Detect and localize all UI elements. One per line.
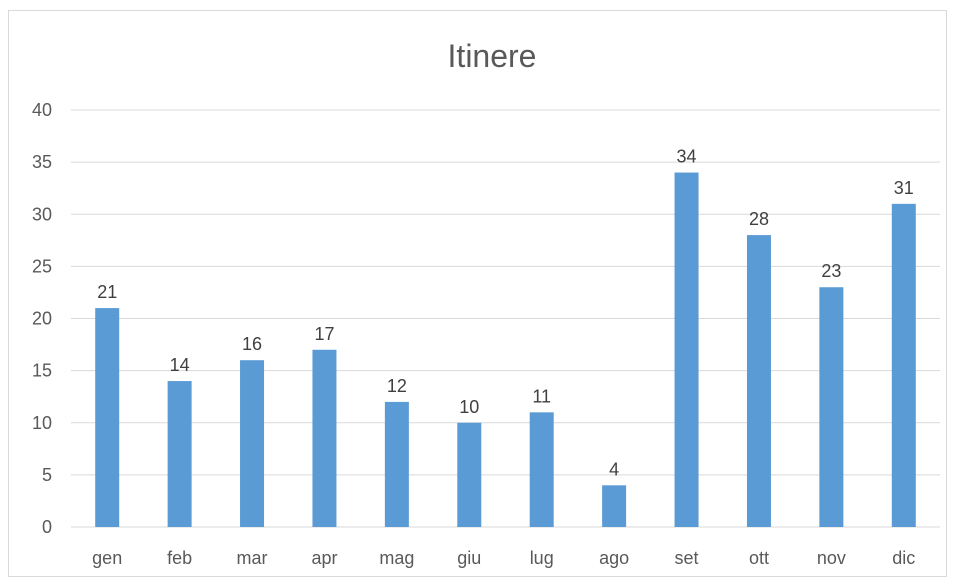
gridlines <box>71 109 940 528</box>
data-labels: 21 14 16 17 12 10 11 4 34 28 23 31 <box>97 147 914 480</box>
x-tick-label-lug: lug <box>530 548 554 568</box>
x-tick-label-ago: ago <box>599 548 629 568</box>
x-tick-label-giu: giu <box>457 548 481 568</box>
data-label-mag: 12 <box>387 376 407 396</box>
y-tick-label: 15 <box>32 361 52 381</box>
x-tick-label-gen: gen <box>92 548 122 568</box>
data-label-gen: 21 <box>97 282 117 302</box>
data-label-mar: 16 <box>242 334 262 354</box>
bar-dic <box>891 203 916 527</box>
x-tick-label-mar: mar <box>237 548 268 568</box>
data-label-dic: 31 <box>894 178 914 198</box>
x-tick-label-dic: dic <box>892 548 915 568</box>
data-label-nov: 23 <box>821 261 841 281</box>
y-tick-label: 5 <box>42 465 52 485</box>
bar-lug <box>529 412 554 527</box>
chart-area: Itinere 0 5 10 15 20 25 30 35 40 21 14 16 17 12 10 11 4… <box>8 10 947 577</box>
bar-apr <box>312 349 337 527</box>
y-tick-label: 0 <box>42 517 52 537</box>
data-label-lug: 11 <box>532 386 551 406</box>
bar-ott <box>746 235 771 527</box>
data-label-ago: 4 <box>609 459 619 479</box>
bar-chart: Itinere 0 5 10 15 20 25 30 35 40 21 14 16 17 12 10 11 4… <box>32 38 940 568</box>
data-label-feb: 14 <box>170 355 190 375</box>
bar-gen <box>95 308 120 527</box>
y-tick-label: 10 <box>32 413 52 433</box>
y-tick-label: 35 <box>32 152 52 172</box>
bars <box>95 172 916 528</box>
bar-mag <box>384 401 409 527</box>
x-tick-label-ott: ott <box>749 548 769 568</box>
x-tick-label-nov: nov <box>817 548 846 568</box>
x-tick-label-mag: mag <box>379 548 414 568</box>
chart-title: Itinere <box>448 38 537 74</box>
data-label-apr: 17 <box>314 324 334 344</box>
x-axis-ticks: gen feb mar apr mag giu lug ago set ott nov dic <box>92 548 915 568</box>
bar-mar <box>240 360 265 527</box>
y-axis-ticks: 0 5 10 15 20 25 30 35 40 <box>32 100 52 537</box>
y-tick-label: 20 <box>32 309 52 329</box>
data-label-ott: 28 <box>749 209 769 229</box>
x-tick-label-set: set <box>675 548 699 568</box>
y-tick-label: 40 <box>32 100 52 120</box>
x-tick-label-feb: feb <box>167 548 192 568</box>
bar-feb <box>167 381 192 527</box>
y-tick-label: 25 <box>32 256 52 276</box>
bar-set <box>674 172 699 528</box>
data-label-giu: 10 <box>459 397 479 417</box>
data-label-set: 34 <box>677 147 697 167</box>
bar-giu <box>457 422 482 527</box>
x-tick-label-apr: apr <box>311 548 337 568</box>
bar-ago <box>602 485 627 527</box>
bar-nov <box>819 287 844 527</box>
y-tick-label: 30 <box>32 204 52 224</box>
